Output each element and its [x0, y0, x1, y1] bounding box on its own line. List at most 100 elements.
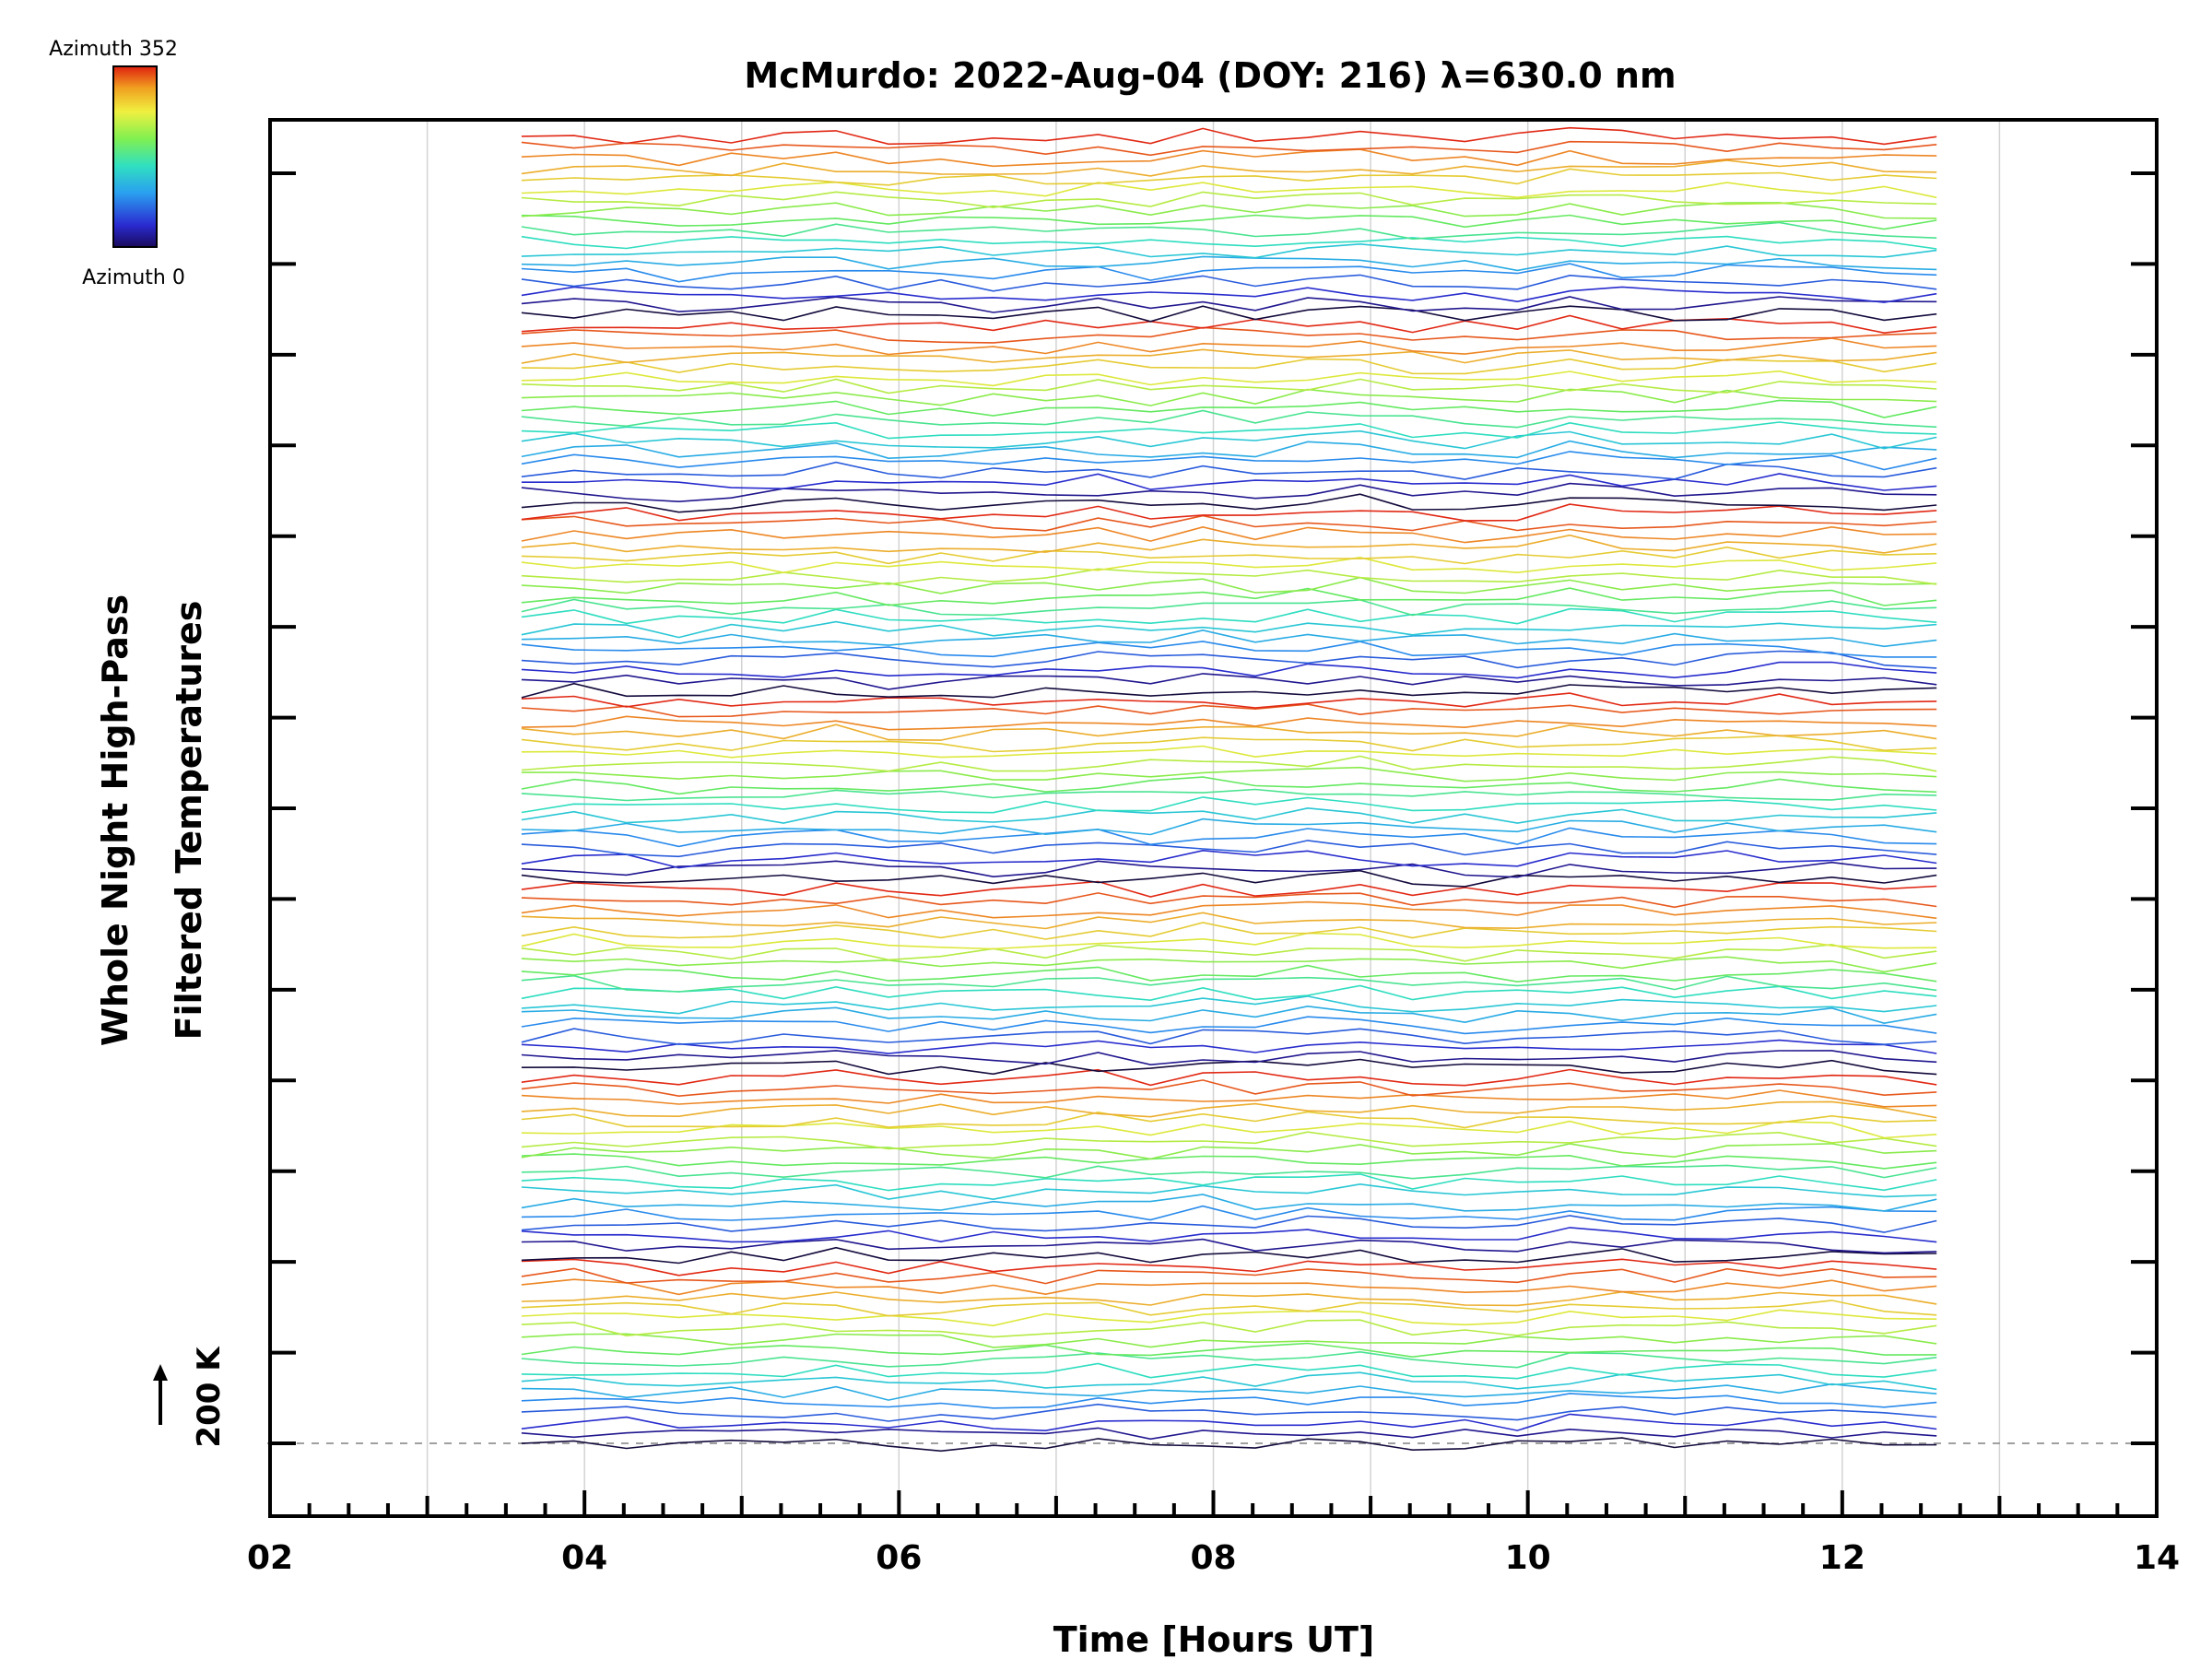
- series-line: [521, 1039, 1937, 1054]
- series-line: [521, 473, 1937, 491]
- series-line: [521, 827, 1937, 848]
- series-line: [521, 1382, 1937, 1401]
- axis-ticks: [268, 171, 2159, 1516]
- series-line: [521, 314, 1937, 335]
- series-line: [521, 849, 1937, 869]
- series-line: [521, 1016, 1937, 1035]
- series-line: [521, 1267, 1937, 1285]
- x-tick-label: 14: [2134, 1539, 2180, 1577]
- series-line: [521, 1143, 1937, 1160]
- series-line: [521, 451, 1937, 471]
- series-line: [521, 1194, 1937, 1212]
- series-line: [521, 1058, 1937, 1076]
- series-line: [521, 840, 1937, 858]
- series-line: [521, 650, 1937, 669]
- series-line: [521, 493, 1937, 513]
- series-line: [521, 1290, 1937, 1307]
- series-line: [521, 399, 1937, 418]
- series-line: [521, 482, 1937, 503]
- series-line: [521, 514, 1937, 532]
- series-line: [521, 818, 1937, 836]
- series-line: [521, 641, 1937, 658]
- series-line: [521, 703, 1937, 718]
- series-line: [521, 1131, 1937, 1150]
- series-line: [521, 409, 1937, 429]
- series-line: [521, 1427, 1937, 1441]
- series-line: [521, 776, 1937, 795]
- series-line: [521, 796, 1937, 814]
- series-line: [521, 1089, 1937, 1108]
- series-line: [521, 181, 1937, 199]
- series-line: [521, 1319, 1937, 1338]
- series-line: [521, 126, 1937, 146]
- series-line: [521, 503, 1937, 522]
- series-line: [521, 429, 1937, 450]
- series-line: [521, 869, 1937, 888]
- x-tick-label: 10: [1505, 1539, 1551, 1577]
- series-line: [521, 1371, 1937, 1391]
- colorbar: [112, 65, 158, 248]
- series-line: [521, 576, 1937, 594]
- series-line: [521, 534, 1937, 554]
- series-line: [521, 1079, 1937, 1098]
- series-line: [521, 1437, 1937, 1453]
- series-line: [521, 1413, 1937, 1432]
- series-line: [521, 568, 1937, 585]
- series-line: [521, 745, 1937, 759]
- series-line: [521, 337, 1937, 356]
- series-line: [521, 912, 1937, 930]
- series-line: [521, 880, 1937, 898]
- x-tick-label: 02: [247, 1539, 293, 1577]
- x-tick-label: 08: [1190, 1539, 1236, 1577]
- series-line: [521, 620, 1937, 639]
- series-line: [521, 755, 1937, 772]
- series-line: [521, 629, 1937, 648]
- series-line: [521, 1153, 1937, 1170]
- x-tick-labels: 02 04 06 08 10 12 14: [247, 1539, 2180, 1577]
- series-line: [521, 1173, 1937, 1192]
- series-line: [521, 358, 1937, 375]
- series-line: [521, 1342, 1937, 1359]
- series-line: [521, 1005, 1937, 1025]
- x-axis-label: Time [Hours UT]: [1053, 1619, 1375, 1659]
- series-line: [521, 984, 1937, 1002]
- series-line: [521, 461, 1937, 480]
- series-line: [521, 587, 1937, 606]
- colorbar-top-label: Azimuth 352: [49, 38, 178, 61]
- series-line: [521, 1300, 1937, 1317]
- series-line: [521, 1205, 1937, 1221]
- series-line: [521, 1309, 1937, 1327]
- series-line: [521, 221, 1937, 241]
- series-line: [521, 922, 1937, 940]
- series-line: [521, 1238, 1937, 1254]
- series-line: [521, 724, 1937, 741]
- series-line: [521, 235, 1937, 250]
- series-line: [521, 892, 1937, 909]
- series-line: [521, 263, 1937, 283]
- y-axis-label-line1: Whole Night High-Pass: [95, 594, 135, 1046]
- series-line: [521, 214, 1937, 230]
- series-line: [521, 370, 1937, 387]
- series-line: [521, 607, 1937, 625]
- series-line: [521, 1227, 1937, 1243]
- series-line: [521, 286, 1937, 303]
- series-line: [521, 598, 1937, 617]
- series-line: [521, 766, 1937, 782]
- series-line: [521, 1362, 1937, 1380]
- series-line: [521, 159, 1937, 177]
- series-line: [521, 673, 1937, 690]
- series-line: [521, 682, 1937, 699]
- series-line: [521, 1028, 1937, 1046]
- series-line: [521, 326, 1937, 344]
- series-line: [521, 1068, 1937, 1087]
- series-line: [521, 1246, 1937, 1265]
- series-line: [521, 148, 1937, 168]
- series-line: [521, 168, 1937, 186]
- series-line: [521, 932, 1937, 950]
- y-axis-label-line2: Filtered Temperatures: [169, 601, 209, 1041]
- series-line: [521, 956, 1937, 973]
- series-line: [521, 1403, 1937, 1422]
- series-line: [521, 525, 1937, 544]
- series-line: [521, 378, 1937, 394]
